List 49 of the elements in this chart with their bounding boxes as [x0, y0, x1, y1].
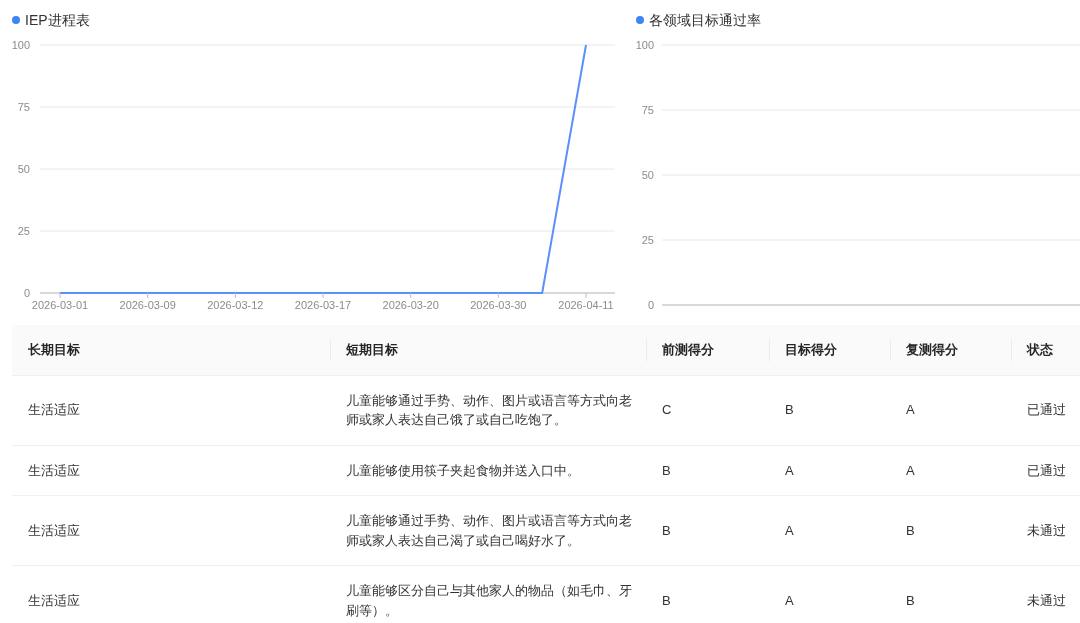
text: 未通过	[1027, 522, 1066, 538]
category-label: 目标得分	[785, 342, 837, 357]
text: A	[785, 592, 794, 608]
x-tick-label: 2026-03-01	[31, 299, 89, 311]
x-tick-label: 2026-03-12	[207, 299, 264, 311]
text: 未通过	[1027, 592, 1066, 608]
y-tick-label: 0	[23, 286, 30, 299]
text: B	[906, 522, 915, 538]
y-tick-label: 25	[17, 224, 30, 237]
y-tick-label: 100	[11, 38, 30, 51]
text: B	[785, 402, 794, 418]
chart-title: 各领域目标通过率	[649, 11, 761, 29]
text: A	[785, 462, 794, 478]
text: 生活适应	[28, 462, 80, 478]
y-tick-label: 75	[641, 103, 654, 116]
text: 儿童能够通过手势、动作、图片或语言等方式向老师或家人表达自己渴了或自己喝好水了。	[346, 513, 632, 548]
y-tick-label: 50	[641, 168, 654, 181]
category-label: 长期目标	[28, 342, 80, 357]
text: 儿童能够使用筷子夹起食物并送入口中。	[346, 462, 580, 478]
text: A	[906, 402, 915, 418]
x-tick-label: 2026-03-09	[119, 299, 176, 311]
category-label: 状态	[1027, 342, 1053, 357]
category-label: 短期目标	[346, 342, 398, 357]
x-tick-label: 2026-03-30	[470, 299, 527, 311]
text: 已通过	[1027, 462, 1066, 478]
text: B	[662, 462, 671, 478]
text: 儿童能够通过手势、动作、图片或语言等方式向老师或家人表达自己饿了或自己吃饱了。	[346, 392, 632, 427]
category-label: 前测得分	[662, 342, 714, 357]
y-tick-label: 50	[17, 162, 30, 175]
y-tick-label: 100	[635, 38, 654, 51]
y-tick-label: 0	[647, 298, 654, 311]
text: C	[662, 402, 672, 418]
text: B	[906, 592, 915, 608]
y-tick-label: 75	[17, 100, 30, 113]
text: A	[785, 522, 794, 538]
text: 生活适应	[28, 592, 80, 608]
category-label: 复测得分	[906, 342, 958, 357]
text: 已通过	[1027, 402, 1066, 418]
x-tick-label: 2026-03-17	[294, 299, 352, 311]
chart-title: IEP进程表	[25, 11, 90, 29]
x-tick-label: 2026-03-20	[382, 299, 439, 311]
y-tick-label: 25	[641, 233, 654, 246]
x-tick-label: 2026-04-11	[558, 299, 614, 311]
text: 生活适应	[28, 402, 80, 418]
text: A	[906, 462, 915, 478]
text: B	[662, 522, 671, 538]
text: 生活适应	[28, 522, 80, 538]
text: B	[662, 592, 671, 608]
text: 儿童能够区分自己与其他家人的物品（如毛巾、牙刷等）。	[346, 583, 632, 618]
